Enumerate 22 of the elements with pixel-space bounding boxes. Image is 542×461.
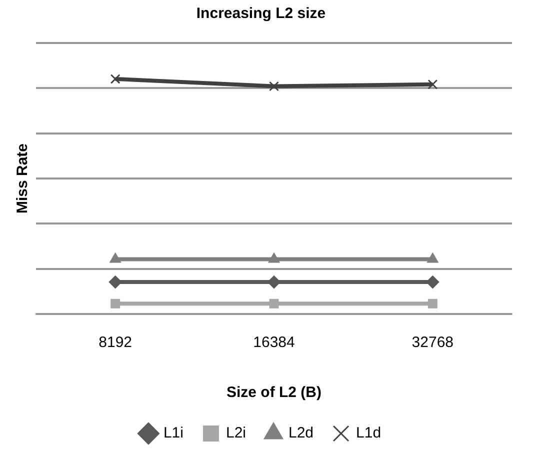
x-axis-title: Size of L2 (B) — [226, 384, 322, 402]
point — [110, 298, 120, 308]
point — [110, 74, 120, 84]
point — [268, 276, 280, 289]
point — [108, 276, 122, 289]
point — [426, 252, 438, 263]
point — [426, 276, 440, 289]
x-tick-label: 8192 — [98, 334, 132, 352]
x-tick-label: 16384 — [253, 334, 295, 352]
point — [269, 298, 279, 308]
y-axis-title: Miss Rate — [14, 143, 32, 214]
point — [110, 252, 122, 263]
legend-label: L1d — [356, 424, 382, 442]
point — [268, 252, 280, 263]
point — [428, 298, 438, 308]
chart-title: Increasing L2 size — [196, 5, 326, 22]
x-tick-label: 32768 — [412, 334, 454, 352]
point — [428, 79, 438, 90]
point — [269, 81, 279, 92]
legend-label: L1i — [163, 424, 184, 442]
legend-label: L2d — [288, 424, 314, 442]
legend-label: L2i — [226, 424, 246, 442]
